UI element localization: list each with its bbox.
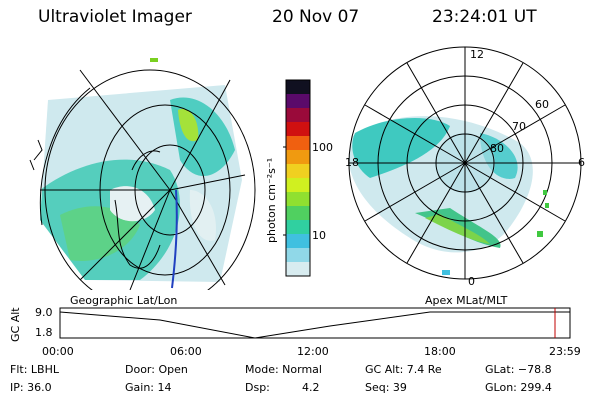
observation-time: 23:24:01 UT (432, 7, 537, 27)
polar-label-mlt-18: 18 (345, 156, 359, 169)
colorbar-swatch (286, 164, 310, 179)
polar-label-mlt-6: 6 (578, 156, 585, 169)
mode-status: Mode: Normal (245, 363, 322, 376)
apex-mlat-mlt-label: Apex MLat/MLT (425, 294, 508, 307)
geographic-projection-image (29, 58, 256, 290)
filter-status: Flt: LBHL (10, 363, 59, 376)
polar-mlat-mlt-plot (348, 46, 582, 280)
colorbar-swatch (286, 262, 310, 277)
timeline-y-tick-1-8: 1.8 (35, 326, 53, 339)
seq-status: Seq: 39 (365, 381, 407, 394)
timeline-x-tick-0600: 06:00 (170, 345, 202, 358)
colorbar-swatch (286, 178, 310, 193)
colorbar-unit-label: photon cm⁻²s⁻¹ (265, 158, 278, 243)
timeline-x-tick-2359: 23:59 (549, 345, 581, 358)
colorbar-swatch (286, 80, 310, 95)
colorbar-swatch (286, 94, 310, 109)
timeline-y-axis-label: GC Alt (9, 307, 22, 342)
polar-label-mlt-0: 0 (468, 275, 475, 288)
instrument-title: Ultraviolet Imager (38, 7, 192, 27)
colorbar-swatch (286, 108, 310, 123)
polar-label-lat-80: 80 (490, 142, 504, 155)
polar-label-mlt-12: 12 (470, 48, 484, 61)
colorbar-swatch (286, 122, 310, 137)
colorbar-swatch (286, 206, 310, 221)
colorbar-swatch (286, 234, 310, 249)
colorbar-tick-100: 100 (312, 141, 333, 154)
colorbar-tick-10: 10 (312, 229, 326, 242)
dsp-label: Dsp: (245, 381, 270, 394)
intensity-colorbar: photon cm⁻²s⁻¹ (265, 79, 311, 277)
door-status: Door: Open (125, 363, 188, 376)
dsp-value: 4.2 (302, 381, 320, 394)
glat-status: GLat: −78.8 (485, 363, 552, 376)
timeline-y-tick-9: 9.0 (35, 306, 53, 319)
colorbar-swatch (286, 150, 310, 165)
polar-label-lat-60: 60 (535, 98, 549, 111)
glon-status: GLon: 299.4 (485, 381, 552, 394)
colorbar-swatch (286, 248, 310, 263)
colorbar-swatch (286, 220, 310, 235)
observation-date: 20 Nov 07 (272, 7, 360, 27)
orbit-altitude-timeline: GC Alt (9, 307, 571, 342)
colorbar-swatch (286, 136, 310, 151)
colorbar-swatch (286, 192, 310, 207)
gain-status: Gain: 14 (125, 381, 172, 394)
timeline-x-tick-1800: 18:00 (424, 345, 456, 358)
ip-status: IP: 36.0 (10, 381, 52, 394)
geographic-lat-lon-label: Geographic Lat/Lon (70, 294, 178, 307)
timeline-x-tick-1200: 12:00 (297, 345, 329, 358)
polar-label-lat-70: 70 (512, 120, 526, 133)
gc-alt-status: GC Alt: 7.4 Re (365, 363, 442, 376)
timeline-x-tick-0000: 00:00 (42, 345, 74, 358)
